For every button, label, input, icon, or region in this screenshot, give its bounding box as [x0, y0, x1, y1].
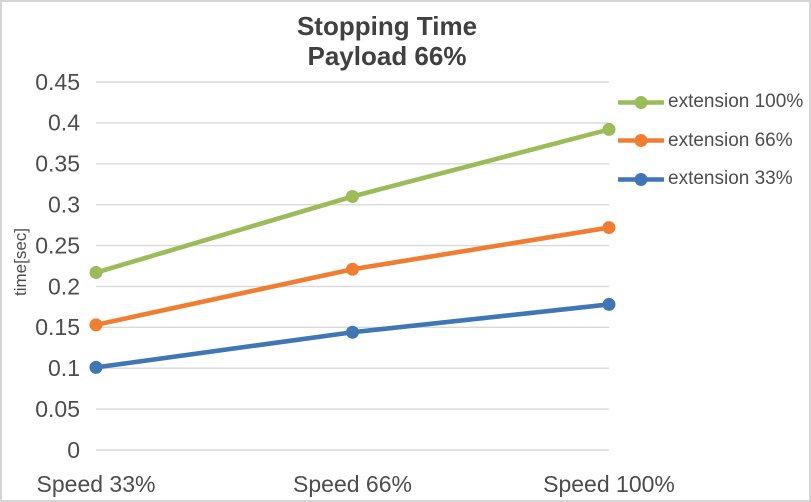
data-point-marker[interactable]: [346, 325, 359, 339]
line-marker-icon: [618, 95, 664, 109]
line-marker-icon: [618, 134, 664, 148]
y-tick-label: 0.35: [35, 151, 80, 177]
legend: extension 100% extension 66% extension 3…: [618, 83, 803, 199]
y-tick-label: 0: [67, 437, 80, 463]
data-point-marker[interactable]: [602, 122, 616, 136]
data-point-marker[interactable]: [602, 297, 616, 311]
y-tick-label: 0.45: [35, 69, 80, 95]
legend-item-extension-66[interactable]: extension 66%: [618, 122, 803, 161]
line-marker-icon: [618, 172, 664, 186]
series-line[interactable]: [93, 225, 612, 328]
x-tick-label: Speed 100%: [543, 471, 675, 497]
legend-item-extension-100[interactable]: extension 100%: [618, 83, 803, 122]
y-tick-label: 0.4: [48, 110, 80, 136]
data-point-marker[interactable]: [89, 318, 103, 332]
data-point-marker[interactable]: [89, 360, 103, 374]
data-point-marker[interactable]: [346, 262, 359, 276]
y-tick-label: 0.1: [48, 355, 80, 381]
x-tick-label: Speed 66%: [293, 471, 412, 497]
y-tick-label: 0.25: [35, 232, 80, 258]
y-tick-label: 0.05: [35, 396, 80, 422]
data-point-marker[interactable]: [346, 189, 359, 203]
y-tick-label: 0.2: [48, 273, 80, 299]
y-axis-title: time[sec]: [11, 227, 30, 297]
legend-label: extension 66%: [668, 129, 793, 151]
data-point-marker[interactable]: [89, 266, 103, 280]
y-tick-label: 0.15: [35, 314, 80, 340]
x-tick-label: Speed 33%: [37, 471, 156, 497]
y-tick-label: 0.3: [48, 191, 80, 217]
legend-item-extension-33[interactable]: extension 33%: [618, 160, 803, 199]
data-point-marker[interactable]: [602, 221, 616, 235]
legend-label: extension 100%: [668, 91, 804, 113]
legend-label: extension 33%: [668, 168, 793, 190]
